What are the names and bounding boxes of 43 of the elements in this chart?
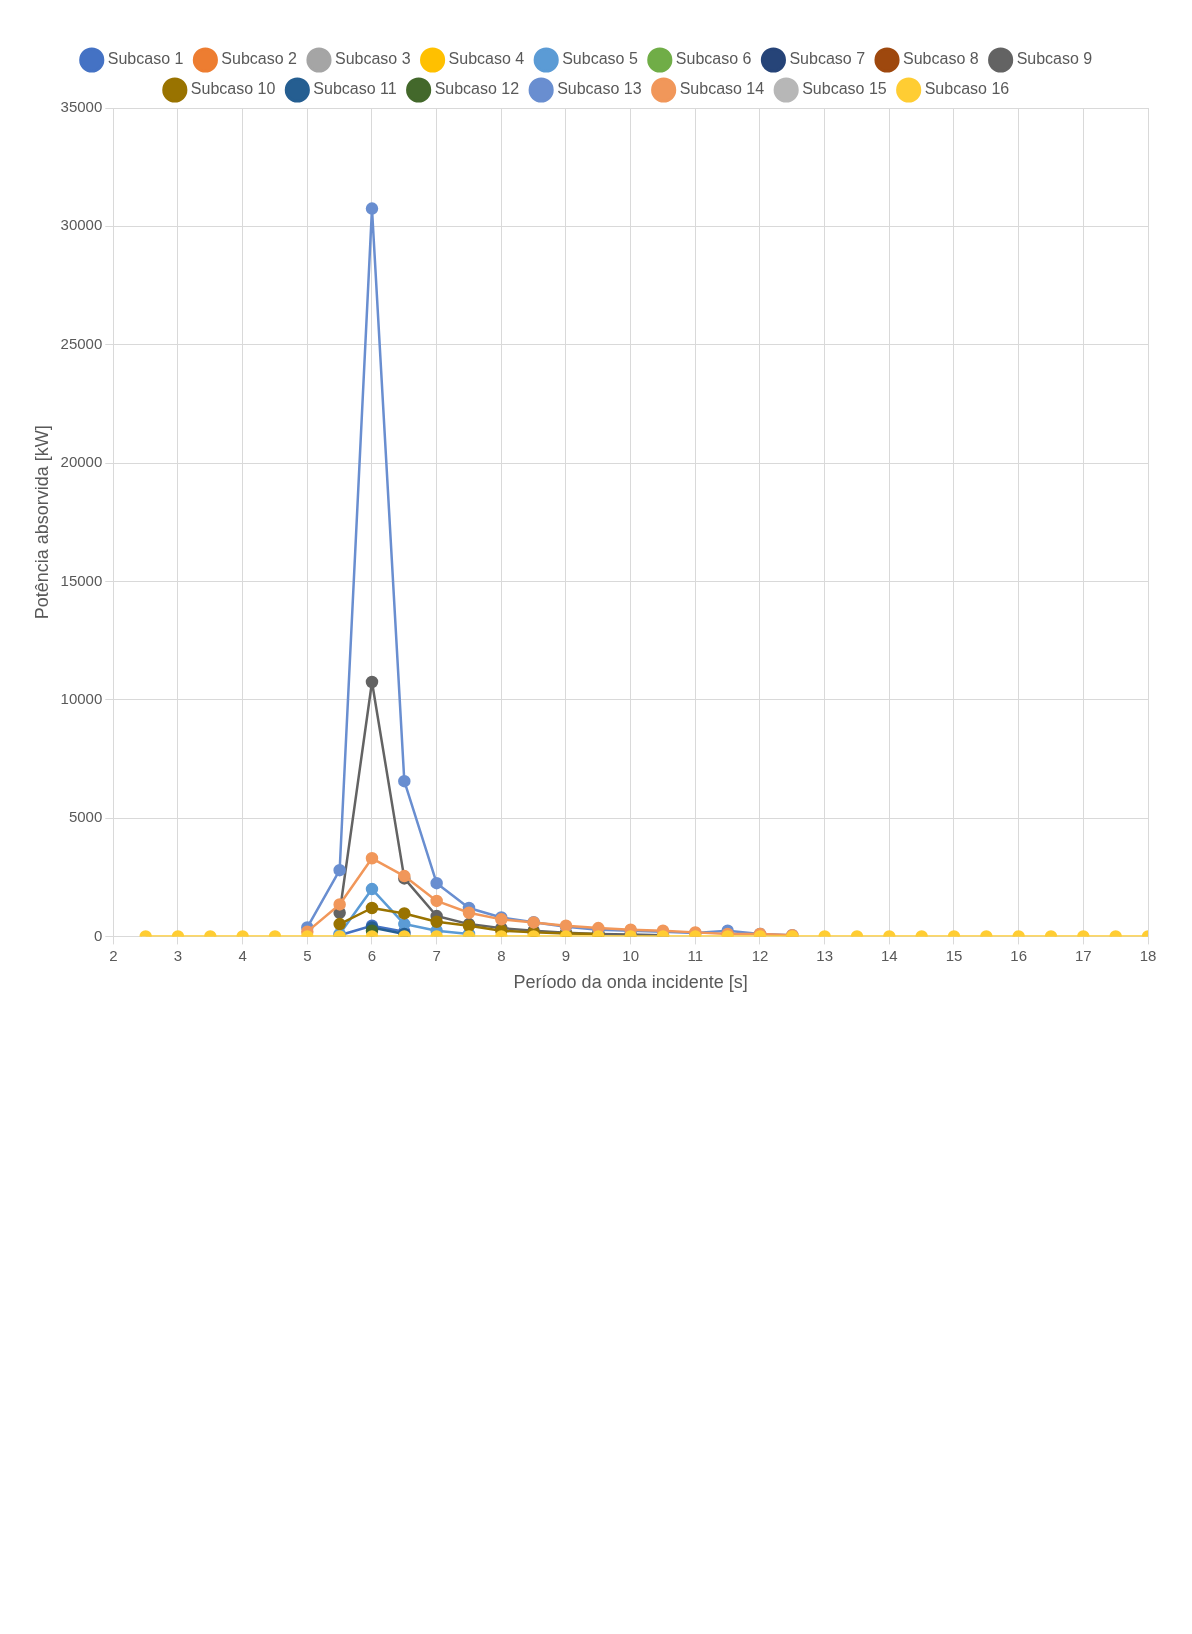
legend-label: Subcaso 15 <box>802 80 887 98</box>
legend-label: Subcaso 8 <box>903 50 979 68</box>
y-tick-label: 30000 <box>60 216 103 234</box>
x-tick-label: 5 <box>303 946 312 964</box>
legend-label: Subcaso 14 <box>679 80 765 98</box>
y-axis-title: Potência absorvida [kW] <box>31 425 52 620</box>
legend-label: Subcaso 12 <box>434 80 520 98</box>
x-tick-label: 12 <box>751 946 769 964</box>
y-tick-label: 5000 <box>68 808 103 826</box>
x-tick-label: 15 <box>945 946 963 964</box>
legend-label: Subcaso 9 <box>1016 50 1093 68</box>
x-tick-label: 8 <box>497 946 506 964</box>
x-tick-label: 9 <box>561 946 571 964</box>
legend-label: Subcaso 4 <box>448 50 525 68</box>
x-tick-label: 6 <box>367 946 377 964</box>
x-tick-label: 11 <box>687 946 704 964</box>
y-tick-label: 20000 <box>60 453 103 471</box>
x-tick-label: 17 <box>1074 946 1092 964</box>
legend-label: Subcaso 2 <box>221 50 298 68</box>
legend-label: Subcaso 10 <box>190 80 276 98</box>
x-axis-title: Período da onda incidente [s] <box>513 972 748 993</box>
x-tick-label: 7 <box>432 946 441 964</box>
x-tick-label: 2 <box>109 946 118 964</box>
x-tick-label: 4 <box>238 946 247 964</box>
legend-label: Subcaso 1 <box>107 50 184 68</box>
x-tick-label: 18 <box>1139 946 1157 964</box>
y-tick-label: 10000 <box>60 689 103 707</box>
legend-label: Subcaso 13 <box>557 80 642 98</box>
legend-label: Subcaso 5 <box>562 50 638 68</box>
y-tick-label: 15000 <box>60 571 103 589</box>
legend-label: Subcaso 7 <box>789 50 866 68</box>
x-tick-label: 14 <box>880 946 898 964</box>
legend-label: Subcaso 11 <box>313 80 397 98</box>
x-tick-label: 13 <box>816 946 833 964</box>
legend-label: Subcaso 6 <box>675 50 752 68</box>
y-tick-label: 25000 <box>60 334 103 352</box>
legend-label: Subcaso 3 <box>334 50 411 68</box>
x-tick-label: 16 <box>1010 946 1028 964</box>
x-tick-label: 3 <box>173 946 183 964</box>
y-tick-label: 0 <box>93 926 103 944</box>
x-tick-label: 10 <box>622 946 639 964</box>
legend-label: Subcaso 16 <box>924 80 1010 98</box>
y-tick-label: 35000 <box>60 98 103 116</box>
